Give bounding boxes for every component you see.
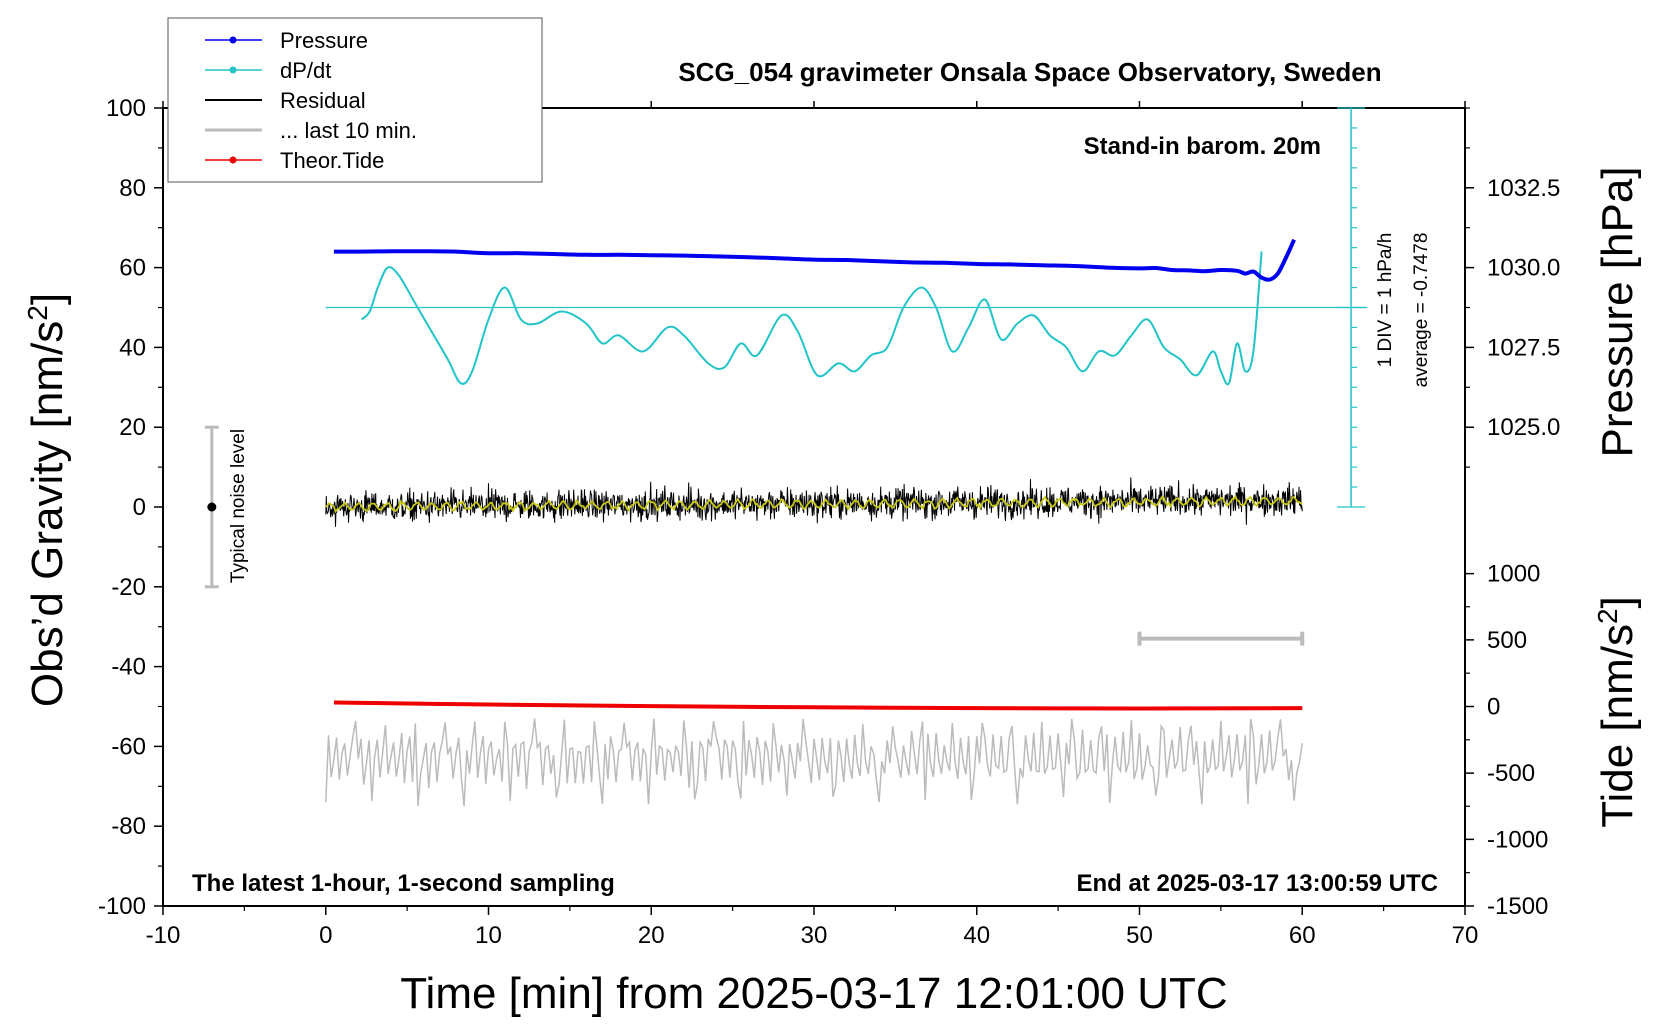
series-residual-smoothed — [325, 494, 1303, 514]
dpdt-scale-note: 1 DIV = 1 hPa/h — [1375, 233, 1396, 368]
legend-marker-pressure — [229, 36, 237, 44]
legend-label-theor-tide: Theor.Tide — [280, 148, 384, 173]
y-tick-label: 0 — [133, 494, 146, 521]
y-tick-label: 40 — [119, 334, 146, 361]
x-tick-label: 20 — [638, 922, 665, 949]
pressure-tick-label: 1025.0 — [1487, 414, 1560, 441]
legend-label-dpdt: dP/dt — [280, 58, 331, 83]
tide-tick-label: -1500 — [1487, 893, 1548, 920]
legend-label-pressure: Pressure — [280, 28, 368, 53]
y-tick-label: -80 — [111, 813, 146, 840]
legend-entry-pressure: Pressure — [205, 28, 368, 53]
y-tick-label: 60 — [119, 255, 146, 282]
sampling-note: The latest 1-hour, 1-second sampling — [192, 870, 615, 897]
tide-tick-label: 1000 — [1487, 561, 1540, 588]
y-tick-label: 80 — [119, 175, 146, 202]
y-tick-label: -60 — [111, 733, 146, 760]
series-residual — [325, 477, 1303, 527]
legend-label-last-10-min: ... last 10 min. — [280, 118, 417, 143]
tide-tick-label: -1000 — [1487, 826, 1548, 853]
series-last-10-min — [325, 718, 1304, 807]
stand-in-barometer-note: Stand-in barom. 20m — [1084, 133, 1321, 160]
x-axis-title: Time [min] from 2025-03-17 12:01:00 UTC — [400, 969, 1227, 1018]
legend: Pressure dP/dt Residual ... last 10 min.… — [167, 17, 543, 183]
noise-level-label: Typical noise level — [228, 429, 249, 583]
legend-marker-dpdt — [229, 66, 237, 74]
y-tick-label: -100 — [98, 893, 146, 920]
series-pressure — [333, 238, 1296, 282]
x-tick-label: 70 — [1452, 922, 1479, 949]
y-tick-label: -40 — [111, 654, 146, 681]
tide-tick-label: 500 — [1487, 627, 1527, 654]
legend-entry-last-10-min: ... last 10 min. — [205, 118, 417, 143]
series-dpdt — [360, 251, 1263, 386]
x-tick-label: -10 — [146, 922, 181, 949]
tide-axis-title: Tide [nm/s2] — [1592, 596, 1643, 828]
dpdt-average-note: average = -0.7478 — [1411, 233, 1432, 388]
tide-tick-label: 0 — [1487, 694, 1500, 721]
pressure-axis-title: Pressure [hPa] — [1593, 166, 1642, 457]
end-time-note: End at 2025-03-17 13:00:59 UTC — [1077, 870, 1439, 897]
y-tick-label: -20 — [111, 574, 146, 601]
legend-entry-dpdt: dP/dt — [205, 58, 331, 83]
legend-marker-theor-tide — [229, 156, 237, 164]
y-axis-title: Obs’d Gravity [nm/s2] — [22, 293, 73, 707]
y-tick-label: 20 — [119, 414, 146, 441]
legend-label-residual: Residual — [280, 88, 366, 113]
x-tick-label: 50 — [1126, 922, 1153, 949]
pressure-tick-label: 1027.5 — [1487, 334, 1560, 361]
y-tick-label: 100 — [106, 95, 146, 122]
x-tick-label: 40 — [963, 922, 990, 949]
legend-entry-residual: Residual — [205, 88, 366, 113]
pressure-tick-label: 1032.5 — [1487, 175, 1560, 202]
x-tick-label: 30 — [801, 922, 828, 949]
series-theor-tide — [333, 700, 1303, 711]
tide-tick-label: -500 — [1487, 760, 1535, 787]
x-tick-label: 10 — [475, 922, 502, 949]
legend-entry-theor-tide: Theor.Tide — [205, 148, 384, 173]
chart-title: SCG_054 gravimeter Onsala Space Observat… — [678, 57, 1381, 87]
pressure-tick-label: 1030.0 — [1487, 255, 1560, 282]
noise-bar-center-point — [207, 502, 217, 512]
x-tick-label: 0 — [319, 922, 332, 949]
x-tick-label: 60 — [1289, 922, 1316, 949]
